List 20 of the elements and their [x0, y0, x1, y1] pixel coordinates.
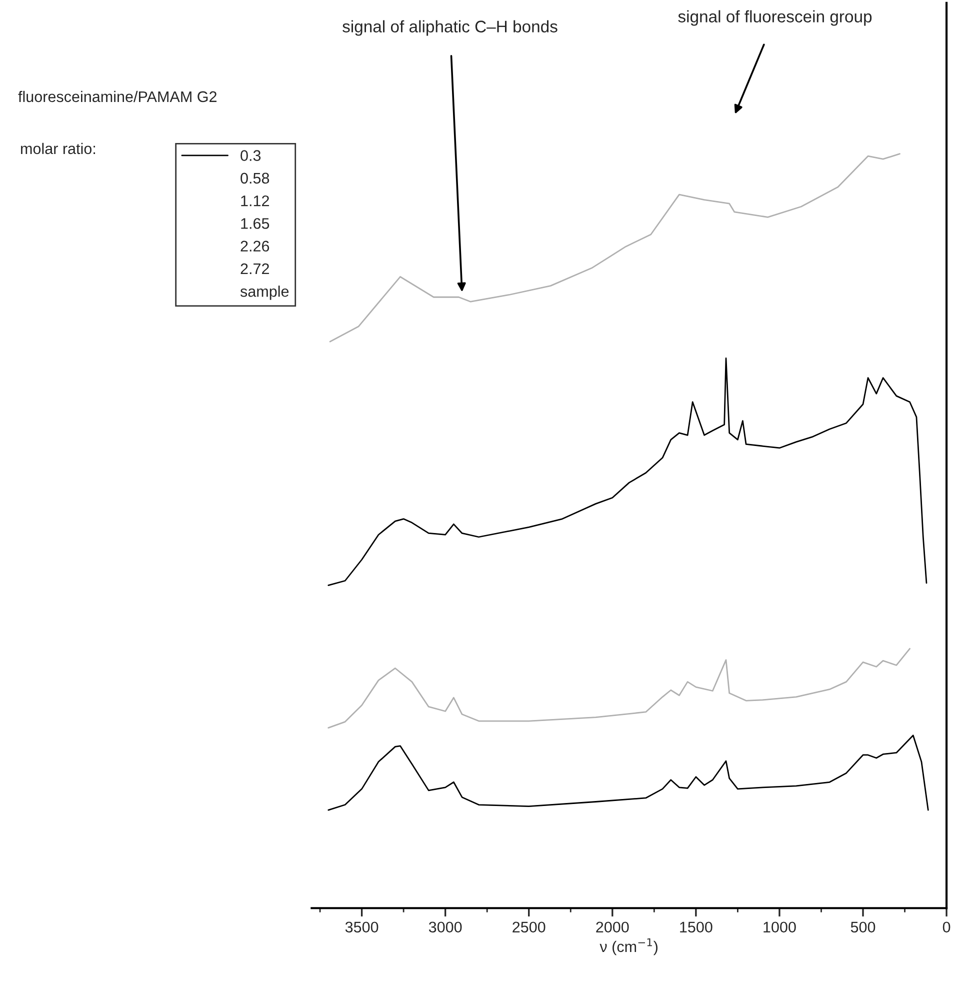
text: sample	[240, 286, 289, 300]
text: molar ratio:	[21, 142, 96, 154]
text: 2.26	[240, 240, 270, 252]
text: 1.12	[241, 195, 269, 206]
text: signal of fluorescein group	[678, 10, 872, 26]
text: 0.58	[240, 172, 270, 184]
legend-title: fluoresceinamine/PAMAM G2	[18, 90, 216, 102]
x-tick-label: 1000	[764, 922, 796, 933]
x-axis-title: ν (cm$^{−1}$)	[600, 938, 658, 956]
x-tick-label: 3000	[428, 922, 462, 933]
x-tick-label: 1500	[680, 922, 712, 933]
text: signal of aliphatic C–H bonds	[342, 20, 558, 36]
x-tick-label: 500	[850, 922, 876, 933]
text: 2.72	[240, 263, 269, 274]
x-tick-label: 2000	[596, 922, 629, 933]
legend-label: 0.3	[240, 150, 261, 161]
x-tick-label: 0	[942, 922, 950, 933]
x-tick-label: 2500	[512, 922, 546, 933]
x-tick-label: 3500	[345, 922, 378, 933]
text: 1.65	[241, 218, 270, 229]
